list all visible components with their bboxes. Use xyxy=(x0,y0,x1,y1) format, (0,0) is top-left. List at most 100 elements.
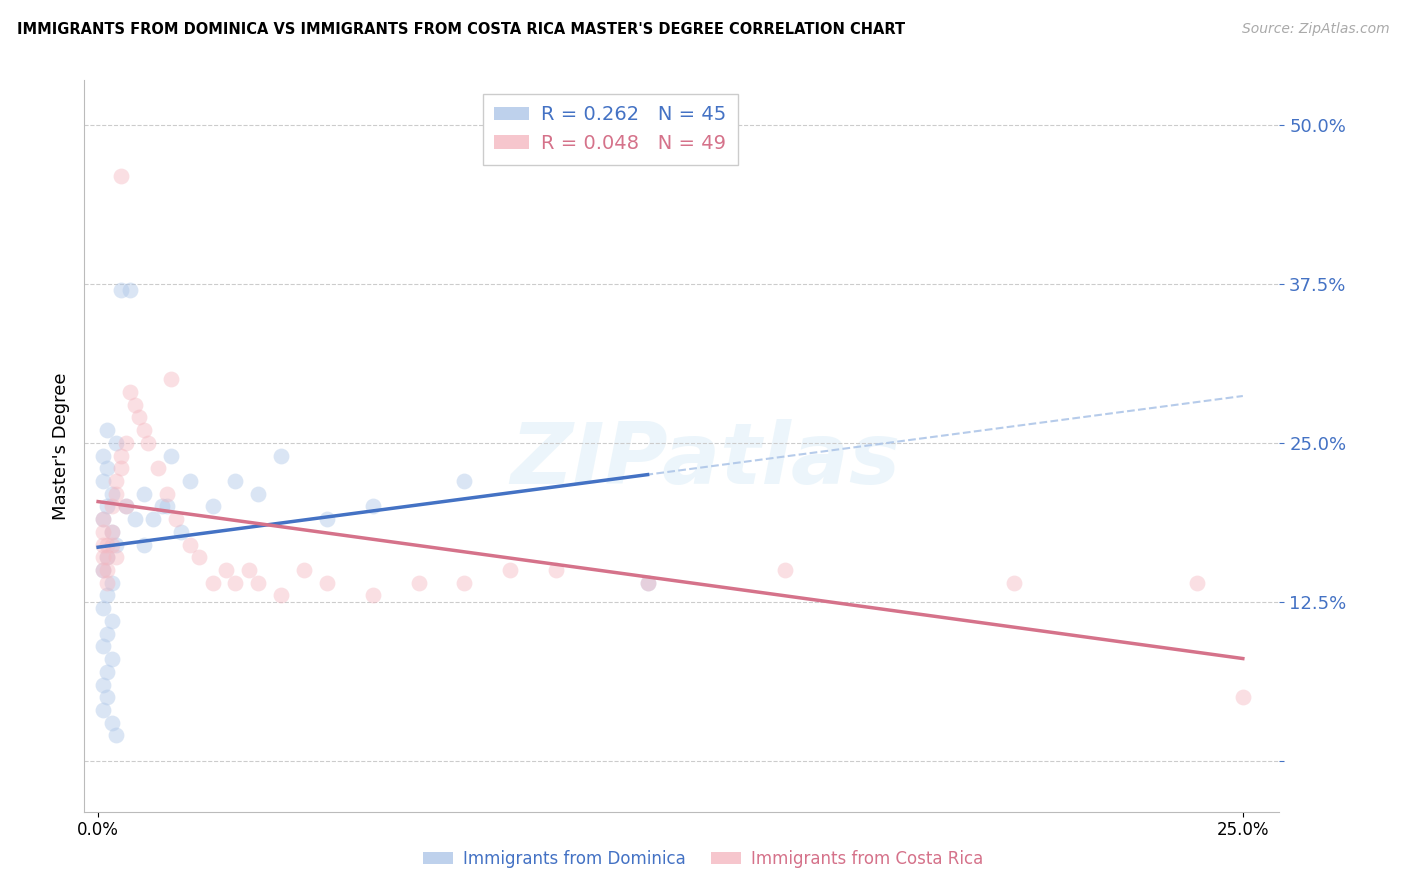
Point xyxy=(101,486,124,500)
Point xyxy=(124,512,146,526)
Point xyxy=(91,563,114,577)
Legend: Immigrants from Dominica, Immigrants from Costa Rica: Immigrants from Dominica, Immigrants fro… xyxy=(416,844,990,875)
Point xyxy=(105,486,128,500)
Point xyxy=(169,524,191,539)
Point xyxy=(91,677,114,691)
Y-axis label: Master's Degree: Master's Degree xyxy=(52,372,70,520)
Point xyxy=(105,728,128,742)
Point xyxy=(408,575,430,590)
Point xyxy=(101,575,124,590)
Point xyxy=(361,500,384,514)
Point xyxy=(132,486,155,500)
Point xyxy=(96,550,118,565)
Point xyxy=(101,500,124,514)
Point xyxy=(91,449,114,463)
Point xyxy=(120,384,142,399)
Point xyxy=(160,449,183,463)
Point xyxy=(270,449,292,463)
Point xyxy=(132,538,155,552)
Point xyxy=(96,500,118,514)
Point xyxy=(101,715,124,730)
Point xyxy=(238,563,260,577)
Point xyxy=(1232,690,1254,705)
Point xyxy=(215,563,238,577)
Point xyxy=(316,575,339,590)
Point xyxy=(361,589,384,603)
Point xyxy=(224,575,246,590)
Point xyxy=(160,372,183,386)
Point xyxy=(96,690,118,705)
Point xyxy=(96,626,118,640)
Point xyxy=(91,524,114,539)
Point xyxy=(247,575,270,590)
Legend: R = 0.262   N = 45, R = 0.048   N = 49: R = 0.262 N = 45, R = 0.048 N = 49 xyxy=(482,94,738,165)
Point xyxy=(637,575,659,590)
Point xyxy=(96,589,118,603)
Point xyxy=(105,474,128,488)
Point xyxy=(114,435,136,450)
Point xyxy=(179,474,201,488)
Point xyxy=(96,563,118,577)
Point xyxy=(187,550,209,565)
Point xyxy=(114,500,136,514)
Point xyxy=(91,474,114,488)
Point xyxy=(105,435,128,450)
Point xyxy=(773,563,796,577)
Point xyxy=(110,283,132,297)
Point xyxy=(1185,575,1208,590)
Point xyxy=(101,524,124,539)
Point xyxy=(165,512,187,526)
Text: Source: ZipAtlas.com: Source: ZipAtlas.com xyxy=(1241,22,1389,37)
Point xyxy=(101,524,124,539)
Point xyxy=(91,601,114,615)
Point xyxy=(156,500,179,514)
Point xyxy=(124,398,146,412)
Point xyxy=(179,538,201,552)
Point xyxy=(128,410,150,425)
Point xyxy=(637,575,659,590)
Point xyxy=(120,283,142,297)
Point xyxy=(453,474,475,488)
Point xyxy=(544,563,567,577)
Point xyxy=(138,435,160,450)
Point xyxy=(105,538,128,552)
Point xyxy=(110,449,132,463)
Point xyxy=(453,575,475,590)
Point xyxy=(101,652,124,666)
Point xyxy=(150,500,173,514)
Point xyxy=(105,550,128,565)
Point xyxy=(156,486,179,500)
Point xyxy=(1002,575,1025,590)
Point xyxy=(146,461,169,475)
Point xyxy=(96,423,118,437)
Point xyxy=(316,512,339,526)
Point xyxy=(91,538,114,552)
Point xyxy=(201,500,224,514)
Point xyxy=(96,665,118,679)
Point xyxy=(499,563,522,577)
Point xyxy=(91,550,114,565)
Point xyxy=(91,563,114,577)
Point xyxy=(96,538,118,552)
Point xyxy=(201,575,224,590)
Point xyxy=(292,563,315,577)
Text: ZIPatlas: ZIPatlas xyxy=(510,419,901,502)
Text: IMMIGRANTS FROM DOMINICA VS IMMIGRANTS FROM COSTA RICA MASTER'S DEGREE CORRELATI: IMMIGRANTS FROM DOMINICA VS IMMIGRANTS F… xyxy=(17,22,905,37)
Point xyxy=(96,550,118,565)
Point xyxy=(91,512,114,526)
Point xyxy=(91,703,114,717)
Point xyxy=(224,474,246,488)
Point xyxy=(96,575,118,590)
Point xyxy=(114,500,136,514)
Point xyxy=(101,614,124,628)
Point xyxy=(132,423,155,437)
Point xyxy=(91,640,114,654)
Point xyxy=(110,169,132,183)
Point xyxy=(270,589,292,603)
Point xyxy=(247,486,270,500)
Point xyxy=(96,461,118,475)
Point xyxy=(110,461,132,475)
Point xyxy=(91,512,114,526)
Point xyxy=(142,512,165,526)
Point xyxy=(101,538,124,552)
